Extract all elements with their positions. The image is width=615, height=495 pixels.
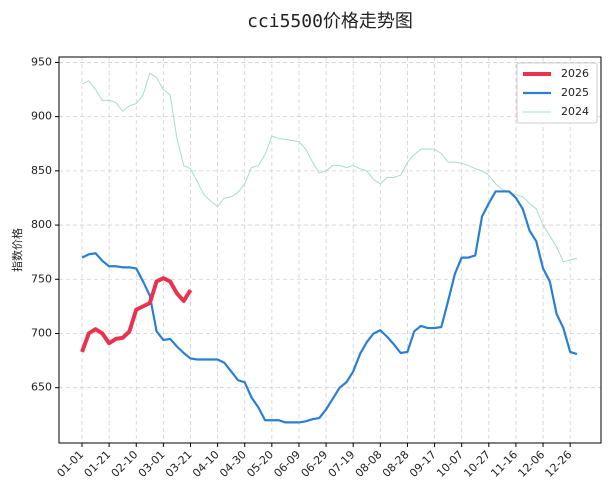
y-tick-label: 750 — [31, 272, 52, 285]
legend-label: 2026 — [561, 67, 589, 80]
x-tick-label: 04-30 — [217, 448, 249, 480]
legend-label: 2025 — [561, 86, 589, 99]
x-tick-label: 02-10 — [109, 448, 141, 480]
x-tick-label: 01-21 — [82, 448, 114, 480]
x-tick-label: 10-07 — [434, 448, 466, 480]
x-tick-label: 06-29 — [299, 448, 331, 480]
series-line — [81, 72, 578, 263]
x-tick-label: 07-19 — [326, 448, 358, 480]
x-tick-label: 11-16 — [488, 448, 520, 480]
chart-title: cci5500价格走势图 — [247, 11, 413, 32]
x-tick-label: 03-21 — [163, 448, 195, 480]
x-tick-label: 12-26 — [543, 448, 575, 480]
series-line — [80, 276, 193, 353]
legend-label: 2024 — [561, 105, 589, 118]
x-tick-label: 12-06 — [515, 448, 547, 480]
y-tick-label: 800 — [31, 218, 52, 231]
y-tick-label: 700 — [31, 326, 52, 339]
legend-box — [516, 62, 598, 124]
x-tick-label: 06-09 — [271, 448, 303, 480]
x-tick-label: 08-28 — [380, 448, 412, 480]
x-tick-label: 05-20 — [244, 448, 276, 480]
y-tick-label: 850 — [31, 164, 52, 177]
y-tick-label: 650 — [31, 381, 52, 394]
plot-frame — [58, 56, 602, 444]
y-tick-label: 900 — [31, 110, 52, 123]
y-axis-label: 指数价格 — [10, 228, 24, 272]
x-tick-label: 09-17 — [407, 448, 439, 480]
y-tick-label: 950 — [31, 55, 52, 68]
x-tick-label: 03-01 — [136, 448, 168, 480]
x-tick-label: 10-27 — [461, 448, 493, 480]
series-line — [81, 190, 578, 424]
x-tick-label: 04-10 — [190, 448, 222, 480]
x-tick-label: 01-01 — [54, 448, 86, 480]
x-tick-label: 08-08 — [353, 448, 385, 480]
